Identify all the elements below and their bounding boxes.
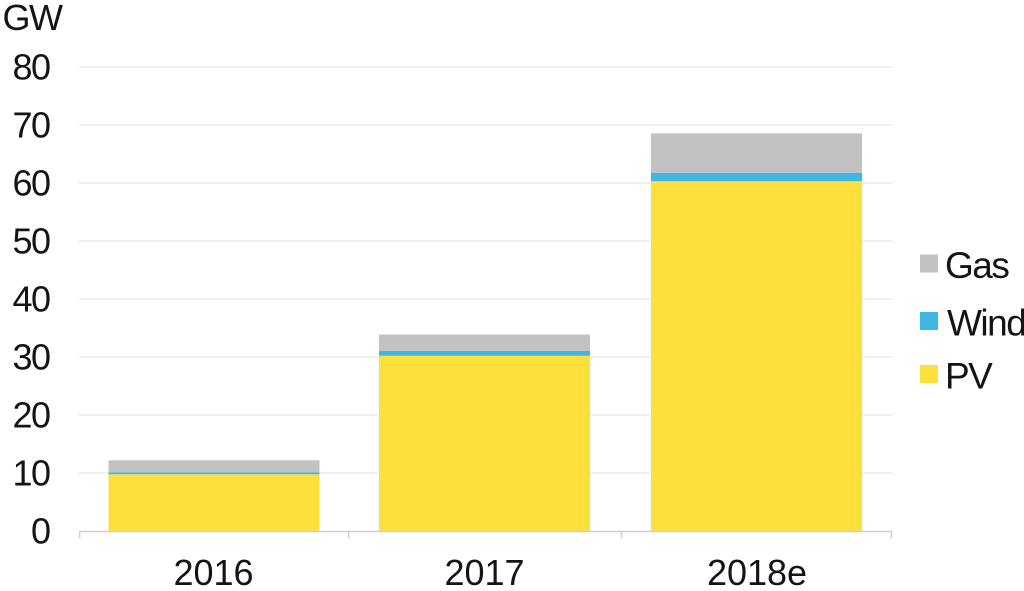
svg-text:PV: PV <box>945 356 993 397</box>
svg-text:2017: 2017 <box>444 552 524 591</box>
svg-text:2018e: 2018e <box>707 552 807 591</box>
svg-text:50: 50 <box>12 221 50 262</box>
svg-text:Wind: Wind <box>947 303 1024 344</box>
svg-text:40: 40 <box>12 279 50 320</box>
svg-text:Gas: Gas <box>945 245 1009 286</box>
svg-text:10: 10 <box>12 453 50 494</box>
svg-text:GW: GW <box>3 0 64 38</box>
svg-text:30: 30 <box>12 337 50 378</box>
svg-text:2016: 2016 <box>173 552 253 591</box>
svg-text:60: 60 <box>12 163 50 204</box>
svg-text:20: 20 <box>12 395 50 436</box>
svg-text:80: 80 <box>12 47 50 88</box>
svg-text:0: 0 <box>31 511 50 552</box>
svg-text:70: 70 <box>12 105 50 146</box>
